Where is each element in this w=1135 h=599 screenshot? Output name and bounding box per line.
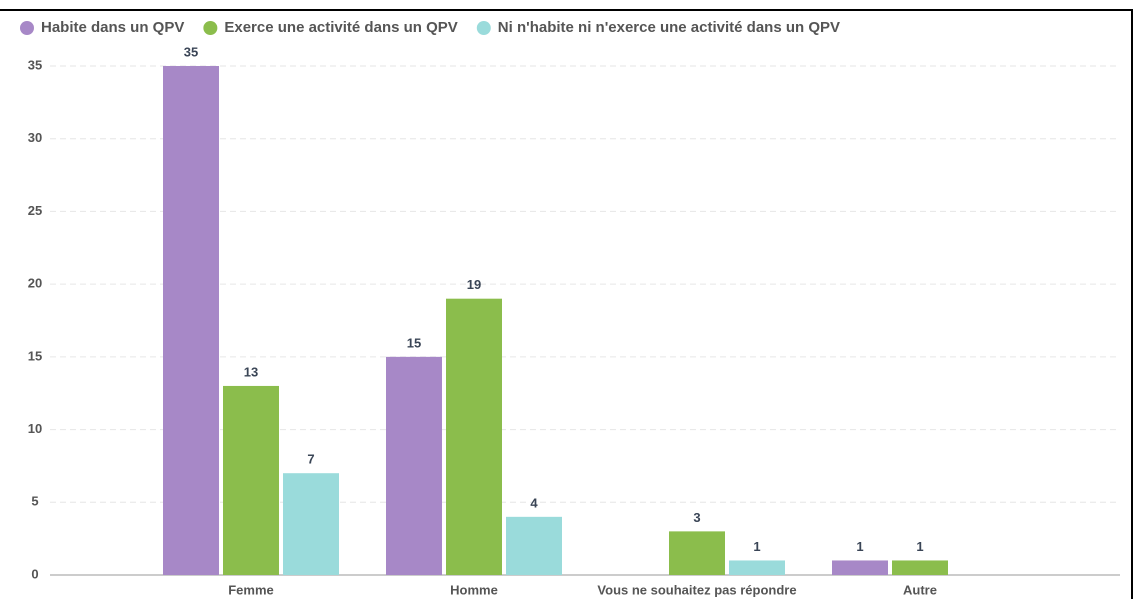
legend-label: Ni n'habite ni n'exerce une activité dan… xyxy=(498,19,840,36)
bar xyxy=(506,516,562,575)
value-label: 1 xyxy=(753,539,760,554)
legend-marker xyxy=(20,21,34,35)
legend-label: Habite dans un QPV xyxy=(41,19,184,36)
y-tick-label: 10 xyxy=(28,421,42,436)
y-tick-label: 35 xyxy=(28,57,42,72)
legend-marker xyxy=(476,21,491,35)
bar xyxy=(386,356,442,575)
x-tick-label: Vous ne souhaitez pas répondre xyxy=(597,582,796,597)
bar xyxy=(729,560,785,575)
y-tick-label: 20 xyxy=(28,276,42,291)
value-label: 4 xyxy=(530,495,538,510)
value-label: 1 xyxy=(916,539,923,554)
x-tick-label: Autre xyxy=(903,582,937,597)
value-label: 7 xyxy=(307,452,314,467)
value-label: 15 xyxy=(407,335,421,350)
bar xyxy=(832,560,888,575)
bar xyxy=(892,560,948,575)
y-tick-label: 0 xyxy=(31,566,38,581)
y-tick-label: 30 xyxy=(28,130,42,145)
y-tick-label: 5 xyxy=(31,494,38,509)
legend-marker xyxy=(203,21,218,35)
y-tick-label: 25 xyxy=(28,203,42,218)
value-label: 35 xyxy=(184,44,198,59)
x-tick-label: Femme xyxy=(228,582,274,597)
bar xyxy=(163,66,219,575)
y-tick-label: 15 xyxy=(28,348,42,363)
value-label: 3 xyxy=(693,510,700,525)
x-tick-label: Homme xyxy=(450,582,498,597)
value-label: 1 xyxy=(856,539,863,554)
bar xyxy=(283,473,339,575)
legend-label: Exerce une activité dans un QPV xyxy=(224,19,457,36)
bar xyxy=(446,298,502,575)
value-label: 13 xyxy=(244,364,258,379)
bar xyxy=(669,531,725,575)
bar xyxy=(223,385,279,575)
value-label: 19 xyxy=(467,277,481,292)
